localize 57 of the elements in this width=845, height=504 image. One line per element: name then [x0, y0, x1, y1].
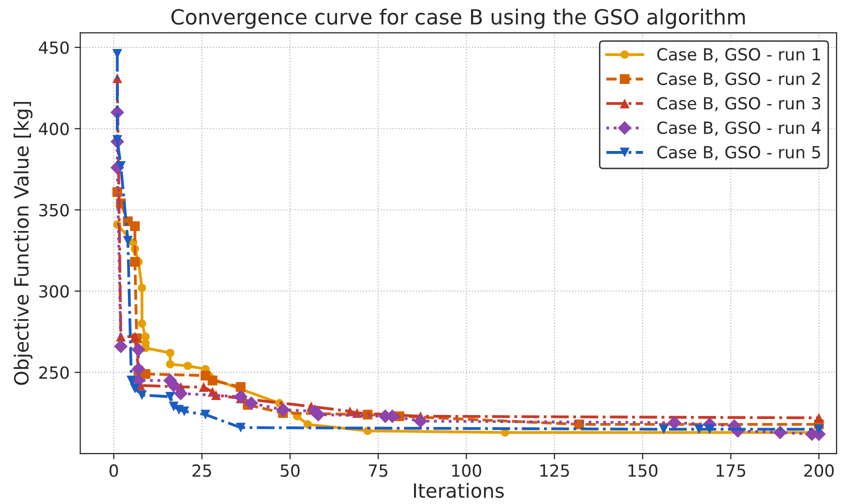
point [311, 408, 326, 422]
point [166, 360, 174, 368]
point [130, 221, 140, 231]
point [276, 402, 290, 417]
point [165, 392, 176, 402]
y-tick-label: 400 [38, 122, 69, 136]
legend-label: Case B, GSO - run 3 [657, 96, 820, 112]
point [166, 348, 174, 358]
point [198, 382, 209, 392]
point [138, 319, 146, 328]
legend-label: Case B, GSO - run 5 [657, 146, 820, 160]
point [667, 416, 682, 430]
y-tick-label: 350 [39, 204, 69, 216]
point [138, 284, 146, 292]
x-tick-label: 25 [192, 464, 212, 477]
point [704, 424, 714, 434]
legend-label: Case B, GSO - run 4 [657, 121, 821, 136]
x-tick-label: 0 [110, 464, 118, 477]
point [814, 424, 824, 434]
x-tick-label: 175 [716, 464, 746, 477]
x-tick-label: 125 [540, 464, 569, 477]
point [694, 424, 704, 434]
point [304, 420, 312, 429]
x-tick-label: 75 [368, 464, 388, 477]
y-tick-label: 300 [39, 285, 69, 298]
x-tick-label: 50 [280, 464, 300, 477]
x-tick-label: 200 [804, 464, 834, 477]
point [112, 135, 122, 145]
point [174, 386, 188, 400]
legend-label: Case B, GSO - run 1 [657, 48, 820, 62]
point [234, 390, 248, 404]
point [184, 362, 192, 370]
point [236, 382, 246, 392]
point [132, 342, 146, 356]
point [130, 257, 140, 267]
x-tick-label: 150 [628, 464, 658, 477]
point [114, 339, 128, 354]
chart-title: Convergence curve for case B using the GSO algorithm [171, 8, 745, 29]
point [414, 414, 428, 428]
point [211, 390, 221, 400]
y-axis-title: Objective Function Value [kg] [14, 102, 32, 385]
y-tick-label: 450 [38, 41, 69, 54]
point [658, 424, 669, 434]
point [168, 402, 179, 412]
point [773, 426, 788, 440]
point [137, 390, 147, 400]
point [126, 376, 136, 386]
x-axis-title: Iterations [414, 482, 504, 498]
x-tick-label: 100 [452, 464, 482, 477]
point [130, 384, 140, 394]
legend-label: Case B, GSO - run 2 [657, 72, 820, 87]
point [200, 410, 210, 420]
point [814, 412, 824, 423]
point [132, 362, 146, 376]
point [236, 422, 246, 432]
point [244, 396, 258, 410]
y-tick-label: 250 [39, 366, 69, 379]
